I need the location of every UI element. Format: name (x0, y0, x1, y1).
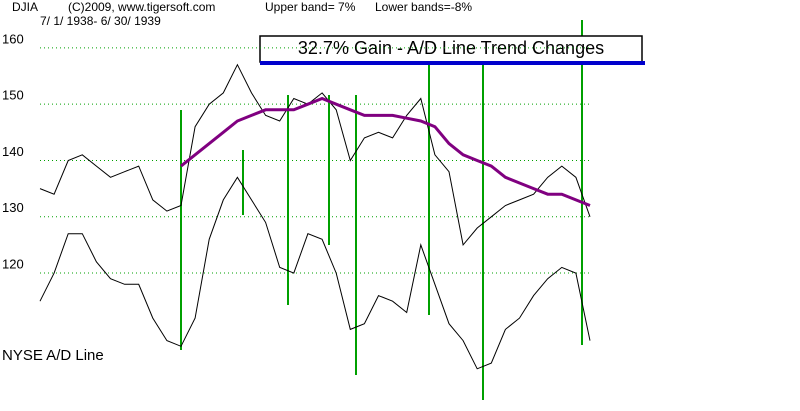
y-tick-label: 140 (2, 144, 24, 159)
y-tick-label: 120 (2, 256, 24, 271)
y-tick-label: 160 (2, 31, 24, 46)
series-name: DJIA (12, 0, 38, 14)
annotation: Lower bands=-8% (375, 0, 472, 14)
annotation: Upper band= 7% (265, 0, 356, 14)
chart-title: 32.7% Gain - A/D Line Trend Changes (298, 38, 604, 58)
y-tick-label: 150 (2, 88, 24, 103)
signal-lines (180, 20, 583, 400)
series-name: NYSE A/D Line (2, 347, 104, 364)
moving-average (180, 96, 591, 207)
copyright: (C)2009, www.tigersoft.com (68, 0, 215, 14)
y-tick-label: 130 (2, 200, 24, 215)
series-line (39, 176, 591, 370)
series-line (39, 63, 591, 247)
title-box (259, 35, 643, 63)
date-range: 7/ 1/ 1938- 6/ 30/ 1939 (40, 14, 161, 28)
